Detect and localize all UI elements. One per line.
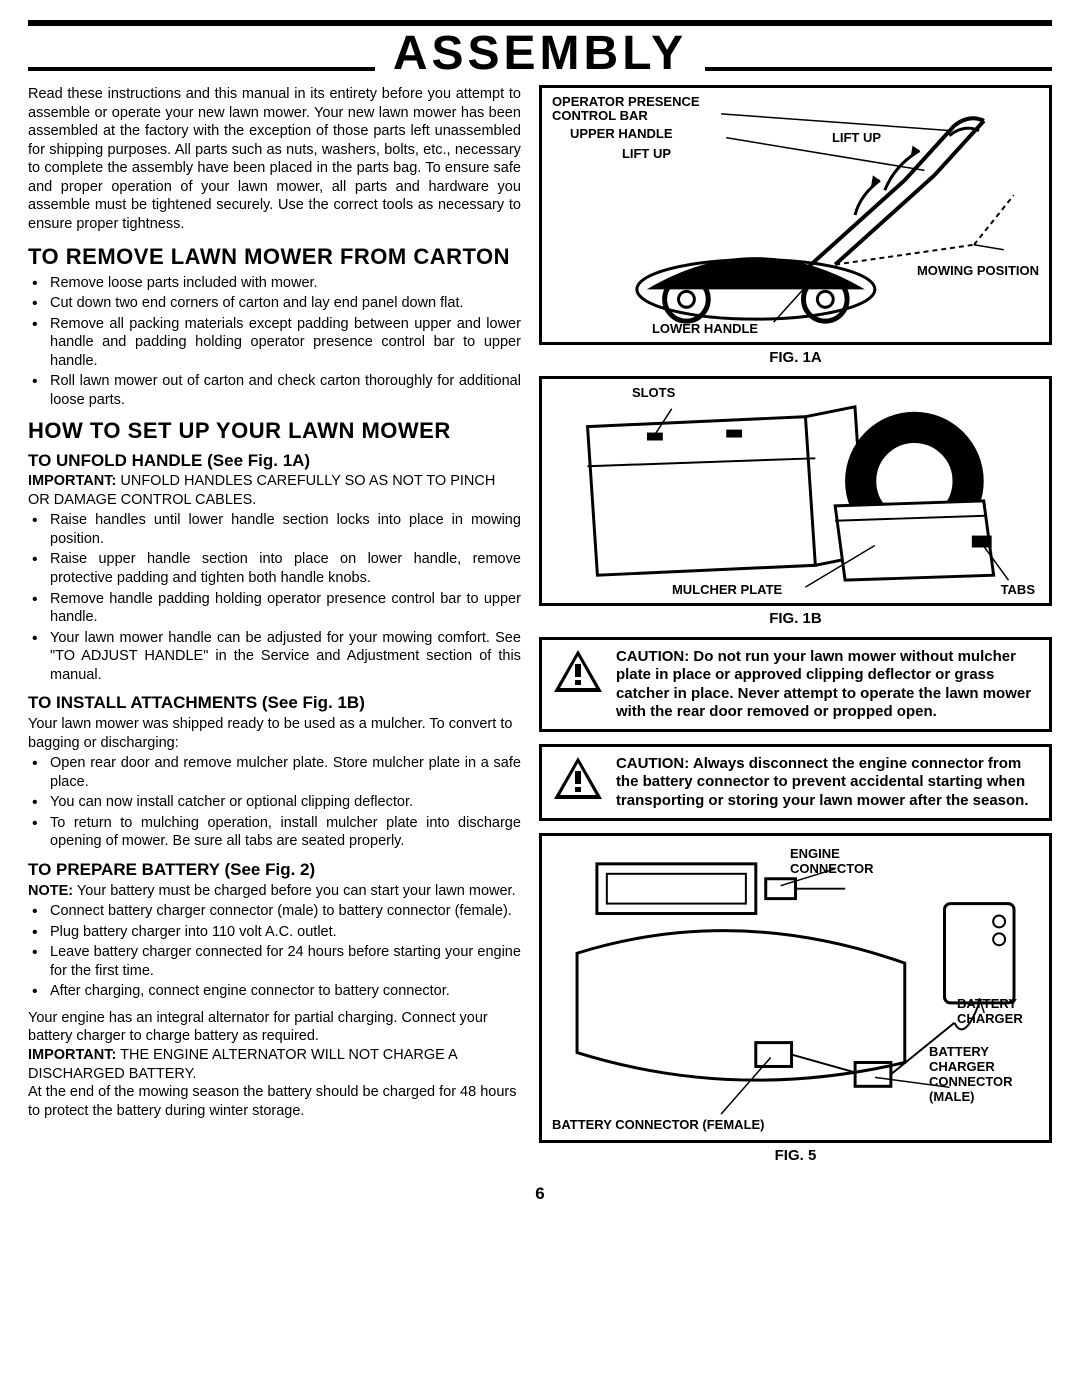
- figure-1b-box: SLOTS MULCHER PLATE TABS: [539, 376, 1052, 606]
- list-item: After charging, connect engine connector…: [28, 982, 521, 1001]
- subheading-install-attachments: TO INSTALL ATTACHMENTS (See Fig. 1B): [28, 692, 521, 714]
- caution-text-2: CAUTION: Always disconnect the engine co…: [616, 755, 1039, 810]
- list-item: Remove handle padding holding operator p…: [28, 590, 521, 627]
- label-mowing-position: MOWING POSITION: [917, 263, 1039, 278]
- list-item: You can now install catcher or optional …: [28, 793, 521, 812]
- list-item: Raise upper handle section into place on…: [28, 550, 521, 587]
- label-battery-connector-female: BATTERY CONNECTOR (FEMALE): [552, 1117, 765, 1132]
- page-number: 6: [28, 1174, 1052, 1204]
- attachments-intro: Your lawn mower was shipped ready to be …: [28, 715, 521, 752]
- remove-carton-list: Remove loose parts included with mower. …: [28, 274, 521, 410]
- figure-1a-caption: FIG. 1A: [539, 349, 1052, 366]
- list-item: Plug battery charger into 110 volt A.C. …: [28, 923, 521, 942]
- label-battery-charger-connector: BATTERY CHARGER CONNECTOR (MALE): [929, 1044, 1039, 1104]
- figure-1b-svg: [550, 387, 1041, 595]
- figure-5-caption: FIG. 5: [539, 1147, 1052, 1164]
- label-battery-charger: BATTERY CHARGER: [957, 996, 1039, 1026]
- battery-after-text-2: At the end of the mowing season the batt…: [28, 1083, 521, 1120]
- list-item: Roll lawn mower out of carton and check …: [28, 372, 521, 409]
- figure-1a-box: OPERATOR PRESENCE CONTROL BAR UPPER HAND…: [539, 85, 1052, 345]
- caution-text-1: CAUTION: Do not run your lawn mower with…: [616, 648, 1039, 721]
- list-item: Leave battery charger connected for 24 h…: [28, 943, 521, 980]
- important-note: IMPORTANT: UNFOLD HANDLES CAREFULLY SO A…: [28, 472, 521, 509]
- note-label: NOTE:: [28, 883, 73, 899]
- note-text: Your battery must be charged before you …: [73, 883, 516, 899]
- caution-box-2: CAUTION: Always disconnect the engine co…: [539, 744, 1052, 821]
- list-item: Raise handles until lower handle section…: [28, 511, 521, 548]
- list-item: Connect battery charger connector (male)…: [28, 902, 521, 921]
- label-lower-handle: LOWER HANDLE: [652, 321, 758, 336]
- list-item: Remove all packing materials except padd…: [28, 315, 521, 371]
- label-operator-presence: OPERATOR PRESENCE: [552, 94, 700, 109]
- list-item: Remove loose parts included with mower.: [28, 274, 521, 293]
- unfold-handle-list: Raise handles until lower handle section…: [28, 511, 521, 684]
- battery-important: IMPORTANT: THE ENGINE ALTERNATOR WILL NO…: [28, 1046, 521, 1083]
- section-heading-remove-carton: TO REMOVE LAWN MOWER FROM CARTON: [28, 243, 521, 271]
- page-title: ASSEMBLY: [375, 26, 705, 81]
- battery-list: Connect battery charger connector (male)…: [28, 902, 521, 1001]
- battery-note: NOTE: Your battery must be charged befor…: [28, 882, 521, 901]
- right-column: OPERATOR PRESENCE CONTROL BAR UPPER HAND…: [539, 85, 1052, 1174]
- label-tabs: TABS: [1001, 582, 1035, 597]
- label-mulcher-plate: MULCHER PLATE: [672, 582, 782, 597]
- caution-box-1: CAUTION: Do not run your lawn mower with…: [539, 637, 1052, 732]
- label-lift-up-1: LIFT UP: [622, 146, 671, 161]
- figure-1b-caption: FIG. 1B: [539, 610, 1052, 627]
- left-column: Read these instructions and this manual …: [28, 85, 521, 1174]
- label-lift-up-2: LIFT UP: [832, 130, 881, 145]
- figure-5-box: ENGINE CONNECTOR BATTERY CHARGER BATTERY…: [539, 833, 1052, 1143]
- list-item: Cut down two end corners of carton and l…: [28, 294, 521, 313]
- label-slots: SLOTS: [632, 385, 675, 400]
- label-control-bar: CONTROL BAR: [552, 108, 648, 123]
- list-item: Your lawn mower handle can be adjusted f…: [28, 629, 521, 685]
- list-item: To return to mulching operation, install…: [28, 814, 521, 851]
- title-region: ASSEMBLY: [28, 30, 1052, 85]
- warning-icon: [552, 648, 604, 694]
- list-item: Open rear door and remove mulcher plate.…: [28, 754, 521, 791]
- warning-icon: [552, 755, 604, 801]
- important-label: IMPORTANT:: [28, 1047, 116, 1063]
- subheading-unfold-handle: TO UNFOLD HANDLE (See Fig. 1A): [28, 450, 521, 472]
- subheading-prepare-battery: TO PREPARE BATTERY (See Fig. 2): [28, 859, 521, 881]
- label-upper-handle: UPPER HANDLE: [570, 126, 673, 141]
- two-column-layout: Read these instructions and this manual …: [28, 85, 1052, 1174]
- label-engine-connector: ENGINE CONNECTOR: [790, 846, 900, 876]
- important-label: IMPORTANT:: [28, 473, 116, 489]
- attachments-list: Open rear door and remove mulcher plate.…: [28, 754, 521, 851]
- section-heading-setup: HOW TO SET UP YOUR LAWN MOWER: [28, 417, 521, 445]
- battery-after-text-1: Your engine has an integral alternator f…: [28, 1009, 521, 1046]
- intro-paragraph: Read these instructions and this manual …: [28, 85, 521, 233]
